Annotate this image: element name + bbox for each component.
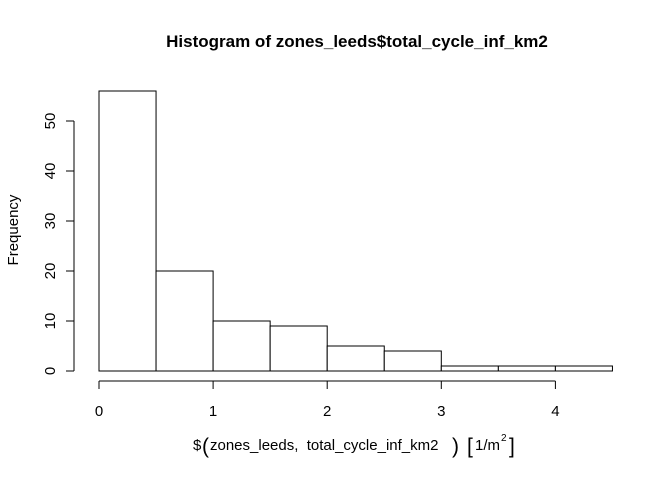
y-tick-label-0: 0 xyxy=(42,367,59,375)
x-axis-label-unit-exponent: 2 xyxy=(501,433,507,444)
y-tick-label-1: 10 xyxy=(42,313,59,330)
histogram-bar-4 xyxy=(326,345,385,372)
x-axis-label: $ ( zones_leeds, total_cycle_inf_km2 ) [… xyxy=(193,433,515,458)
chart-title: Histogram of zones_leeds$total_cycle_inf… xyxy=(166,32,548,51)
y-axis: 0 10 20 30 40 50 xyxy=(42,113,75,375)
histogram-bar-5 xyxy=(383,350,442,372)
x-axis-label-open-bracket: [ xyxy=(467,435,473,458)
histogram-bar-0 xyxy=(98,90,157,372)
x-tick-label-4: 4 xyxy=(551,403,559,420)
y-tick-label-4: 40 xyxy=(42,163,59,180)
x-tick-label-0: 0 xyxy=(95,403,103,420)
bars-group xyxy=(98,90,613,372)
histogram-bar-3 xyxy=(269,325,328,372)
y-tick-label-5: 50 xyxy=(42,113,59,130)
x-axis: 0 1 2 3 4 xyxy=(95,380,560,420)
x-axis-label-prefix: $ xyxy=(193,437,202,454)
x-axis-label-args: zones_leeds, total_cycle_inf_km2 xyxy=(210,437,438,454)
histogram-bar-1 xyxy=(155,270,214,372)
x-axis-label-close-paren: ) xyxy=(452,435,459,458)
histogram-bar-8 xyxy=(554,365,613,372)
y-axis-label: Frequency xyxy=(5,194,22,265)
y-tick-label-3: 30 xyxy=(42,213,59,230)
histogram-bar-6 xyxy=(440,365,499,372)
x-axis-label-open-paren: ( xyxy=(202,435,209,458)
x-tick-label-2: 2 xyxy=(323,403,331,420)
x-tick-label-3: 3 xyxy=(437,403,445,420)
x-axis-label-unit: 1/m xyxy=(475,437,500,454)
histogram-bar-7 xyxy=(497,365,556,372)
x-axis-label-close-bracket: ] xyxy=(509,435,515,458)
y-tick-label-2: 20 xyxy=(42,263,59,280)
histogram-bar-2 xyxy=(212,320,271,372)
x-tick-label-1: 1 xyxy=(209,403,217,420)
